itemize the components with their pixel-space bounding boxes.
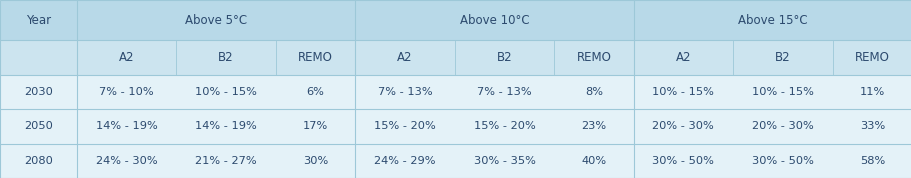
Text: 30% - 50%: 30% - 50% — [752, 156, 813, 166]
Text: 21% - 27%: 21% - 27% — [195, 156, 257, 166]
Text: A2: A2 — [396, 51, 412, 64]
Text: 23%: 23% — [580, 121, 606, 131]
Bar — [354, 40, 455, 75]
Text: 7% - 13%: 7% - 13% — [476, 87, 531, 97]
Text: 30% - 35%: 30% - 35% — [473, 156, 535, 166]
Bar — [633, 75, 732, 109]
Text: 30%: 30% — [302, 156, 328, 166]
Bar — [176, 144, 276, 178]
Bar — [633, 144, 732, 178]
Text: REMO: REMO — [298, 51, 333, 64]
Bar — [732, 40, 832, 75]
Bar — [832, 109, 911, 144]
Bar — [633, 40, 732, 75]
Bar — [77, 109, 176, 144]
Text: Above 5°C: Above 5°C — [185, 14, 247, 27]
Text: 10% - 15%: 10% - 15% — [752, 87, 813, 97]
Text: 15% - 20%: 15% - 20% — [374, 121, 435, 131]
Bar — [77, 0, 354, 40]
Bar — [455, 40, 554, 75]
Bar — [832, 144, 911, 178]
Bar — [732, 75, 832, 109]
Bar — [554, 109, 633, 144]
Text: 15% - 20%: 15% - 20% — [473, 121, 535, 131]
Bar — [455, 75, 554, 109]
Text: 24% - 29%: 24% - 29% — [374, 156, 435, 166]
Bar — [276, 109, 354, 144]
Text: 30% - 50%: 30% - 50% — [651, 156, 713, 166]
Bar — [554, 75, 633, 109]
Text: 7% - 10%: 7% - 10% — [99, 87, 154, 97]
Bar — [176, 75, 276, 109]
Text: Above 10°C: Above 10°C — [459, 14, 528, 27]
Bar — [77, 144, 176, 178]
Bar — [732, 109, 832, 144]
Text: 24% - 30%: 24% - 30% — [96, 156, 157, 166]
Bar — [77, 40, 176, 75]
Bar — [0, 0, 77, 40]
Text: REMO: REMO — [854, 51, 889, 64]
Text: B2: B2 — [218, 51, 233, 64]
Text: 11%: 11% — [859, 87, 884, 97]
Bar — [633, 0, 911, 40]
Bar — [455, 109, 554, 144]
Text: 10% - 15%: 10% - 15% — [651, 87, 713, 97]
Bar — [0, 144, 77, 178]
Text: 10% - 15%: 10% - 15% — [195, 87, 257, 97]
Text: 2030: 2030 — [24, 87, 53, 97]
Text: 33%: 33% — [859, 121, 884, 131]
Bar — [77, 75, 176, 109]
Text: 20% - 30%: 20% - 30% — [752, 121, 813, 131]
Bar — [354, 144, 455, 178]
Bar — [732, 144, 832, 178]
Text: 2050: 2050 — [24, 121, 53, 131]
Bar — [276, 75, 354, 109]
Bar — [0, 109, 77, 144]
Bar — [554, 40, 633, 75]
Text: Year: Year — [26, 14, 51, 27]
Bar — [176, 40, 276, 75]
Bar — [455, 144, 554, 178]
Bar — [276, 40, 354, 75]
Bar — [633, 109, 732, 144]
Text: 58%: 58% — [859, 156, 884, 166]
Text: 40%: 40% — [580, 156, 606, 166]
Bar — [276, 144, 354, 178]
Text: A2: A2 — [118, 51, 134, 64]
Bar — [354, 0, 633, 40]
Bar — [354, 75, 455, 109]
Text: B2: B2 — [774, 51, 790, 64]
Bar — [832, 75, 911, 109]
Text: Above 15°C: Above 15°C — [737, 14, 807, 27]
Text: 7% - 13%: 7% - 13% — [377, 87, 432, 97]
Text: 8%: 8% — [584, 87, 602, 97]
Text: 14% - 19%: 14% - 19% — [195, 121, 257, 131]
Text: 6%: 6% — [306, 87, 324, 97]
Text: 20% - 30%: 20% - 30% — [651, 121, 713, 131]
Bar — [354, 109, 455, 144]
Text: 14% - 19%: 14% - 19% — [96, 121, 158, 131]
Text: REMO: REMO — [576, 51, 610, 64]
Bar — [176, 109, 276, 144]
Text: 17%: 17% — [302, 121, 328, 131]
Text: A2: A2 — [675, 51, 691, 64]
Bar — [0, 75, 77, 109]
Text: 2080: 2080 — [24, 156, 53, 166]
Bar — [832, 40, 911, 75]
Bar — [0, 40, 77, 75]
Bar — [554, 144, 633, 178]
Text: B2: B2 — [496, 51, 512, 64]
